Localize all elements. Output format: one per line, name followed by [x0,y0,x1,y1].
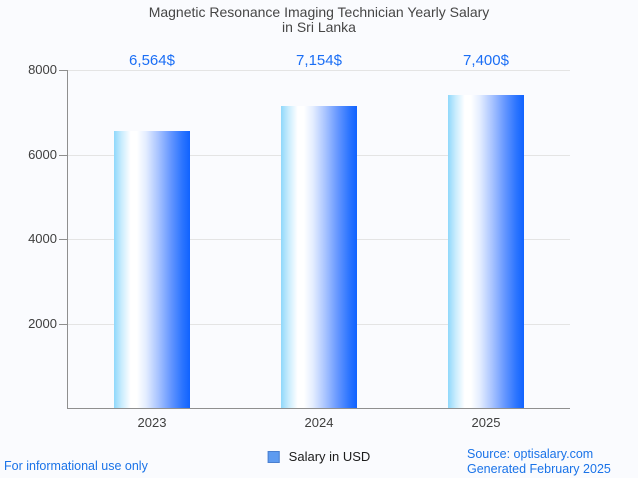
bar-2024 [281,106,357,408]
chart-title: Magnetic Resonance Imaging Technician Ye… [0,5,638,35]
bar-value-label: 7,154$ [296,52,342,69]
bar-value-label: 6,564$ [129,52,175,69]
bar-value-label: 7,400$ [463,52,509,69]
disclaimer-text: For informational use only [4,459,148,473]
x-axis-label: 2024 [304,415,334,430]
x-axis-label: 2025 [471,415,501,430]
y-axis-label: 4000 [28,231,57,246]
y-axis-tick [59,155,68,156]
y-axis-label: 6000 [28,147,57,162]
y-axis-tick [59,324,68,325]
y-axis-tick [59,70,68,71]
legend: Salary in USD [267,449,371,464]
y-axis-label: 8000 [28,62,57,77]
y-axis-label: 2000 [28,316,57,331]
plot-area: 2000 4000 6000 8000 6,564$ 2023 7,154$ 2024 7,40… [28,53,570,430]
y-axis-tick [59,239,68,240]
x-axis-label: 2023 [137,415,167,430]
source-link[interactable]: Source: optisalary.com [467,447,594,461]
gridline [68,70,570,71]
bar-2023 [114,131,190,408]
footer-source-block: Source: optisalary.com Generated Februar… [467,447,611,477]
generated-date: Generated February 2025 [467,462,611,476]
legend-swatch-icon [267,450,280,463]
bar-2025 [448,95,524,408]
legend-label: Salary in USD [288,449,371,464]
chart-title-line-1: Magnetic Resonance Imaging Technician Ye… [148,4,490,20]
chart-title-line-2: in Sri Lanka [282,19,356,35]
